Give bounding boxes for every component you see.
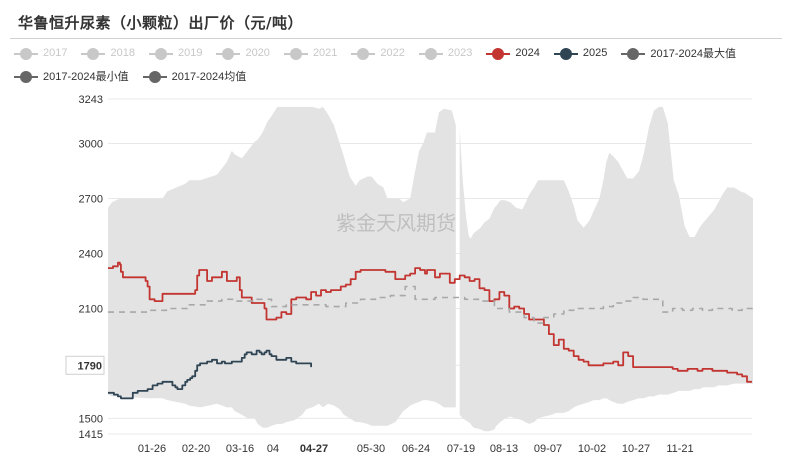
series-line-2025 [108, 349, 312, 400]
x-tick-label: 05-30 [357, 443, 385, 455]
y-tick-label: 2700 [79, 194, 103, 206]
x-tick-label: 06-24 [402, 443, 430, 455]
legend-marker-icon [486, 47, 511, 60]
x-tick-label: 10-02 [578, 443, 606, 455]
legend-label: 2025 [582, 47, 608, 59]
y-tick-label: 1500 [79, 413, 103, 425]
legend-marker-icon [283, 47, 308, 60]
legend-label: 2019 [177, 47, 203, 59]
y-axis-pointer-box [65, 355, 105, 375]
legend-item-2017[interactable]: 2017 [14, 47, 68, 60]
legend-item-2017-2024均值[interactable]: 2017-2024均值 [142, 68, 247, 84]
max-min-band [108, 106, 456, 428]
y-tick-label: 3000 [79, 139, 103, 151]
x-tick-label: 11-21 [666, 443, 693, 455]
max-min-band [459, 106, 753, 432]
legend-marker-icon [148, 47, 173, 60]
x-tick-label: 04 [267, 443, 279, 455]
y-tick-label: 3243 [79, 94, 103, 106]
y-tick-label: 1415 [79, 429, 103, 441]
legend-label: 2018 [110, 47, 135, 59]
legend-marker-icon [81, 47, 106, 60]
legend-item-2018[interactable]: 2018 [81, 47, 135, 60]
legend-marker-icon [216, 47, 241, 60]
legend-marker-icon [418, 47, 443, 60]
legend-item-2023[interactable]: 2023 [418, 47, 473, 60]
x-tick-label: 01-26 [138, 443, 166, 455]
x-tick-label: 08-13 [490, 443, 518, 455]
legend-label: 2022 [380, 47, 405, 59]
y-tick-label: 1790 [78, 360, 102, 372]
watermark: 紫金天风期货 [336, 211, 456, 235]
legend-marker-icon [621, 47, 646, 60]
series-line-2024 [108, 261, 752, 383]
legend-label: 2017-2024均值 [171, 71, 247, 83]
legend-label: 2017-2024最小值 [43, 71, 129, 83]
legend-item-2017-2024最小值[interactable]: 2017-2024最小值 [14, 68, 129, 84]
x-tick-label: 02-20 [182, 443, 210, 455]
x-tick-label: 03-16 [226, 443, 254, 455]
legend-item-2025[interactable]: 2025 [553, 47, 608, 60]
legend-label: 2021 [312, 47, 338, 59]
legend-marker-icon [142, 70, 167, 83]
legend-label: 2020 [245, 47, 270, 59]
x-tick-label: 04-27 [300, 443, 328, 455]
legend-marker-icon [351, 47, 376, 60]
title-divider [10, 38, 782, 39]
legend-label: 2017-2024最大值 [650, 48, 736, 60]
legend-item-2017-2024最大值[interactable]: 2017-2024最大值 [621, 45, 736, 61]
legend-label: 2023 [447, 47, 473, 59]
legend-item-2024[interactable]: 2024 [486, 47, 540, 60]
legend-item-2019[interactable]: 2019 [148, 47, 203, 60]
legend-item-2022[interactable]: 2022 [351, 47, 405, 60]
legend-marker-icon [14, 47, 38, 60]
chart-legend: 2017 2018 2019 2020 2021 2022 2023 2024 2025 2017… [14, 43, 784, 89]
legend-row: 2017 2018 2019 2020 2021 2022 2023 2024 2025 2017… [14, 43, 784, 63]
legend-label: 2024 [515, 47, 540, 59]
x-tick-label: 10-27 [622, 443, 650, 455]
y-tick-label: 2100 [79, 303, 103, 315]
chart-title: 华鲁恒升尿素（小颗粒）出厂价（元/吨） [18, 14, 303, 32]
legend-label: 2017 [43, 47, 68, 59]
legend-item-2021[interactable]: 2021 [283, 47, 338, 60]
legend-marker-icon [14, 70, 38, 83]
y-tick-label: 2400 [79, 248, 103, 260]
x-tick-label: 09-07 [534, 443, 562, 455]
x-tick-label: 07-19 [447, 443, 475, 455]
series-line-2017-2024均值 [108, 285, 753, 324]
legend-row: 2017-2024最小值 2017-2024均值 [14, 66, 784, 86]
legend-marker-icon [553, 47, 578, 60]
legend-item-2020[interactable]: 2020 [216, 47, 270, 60]
